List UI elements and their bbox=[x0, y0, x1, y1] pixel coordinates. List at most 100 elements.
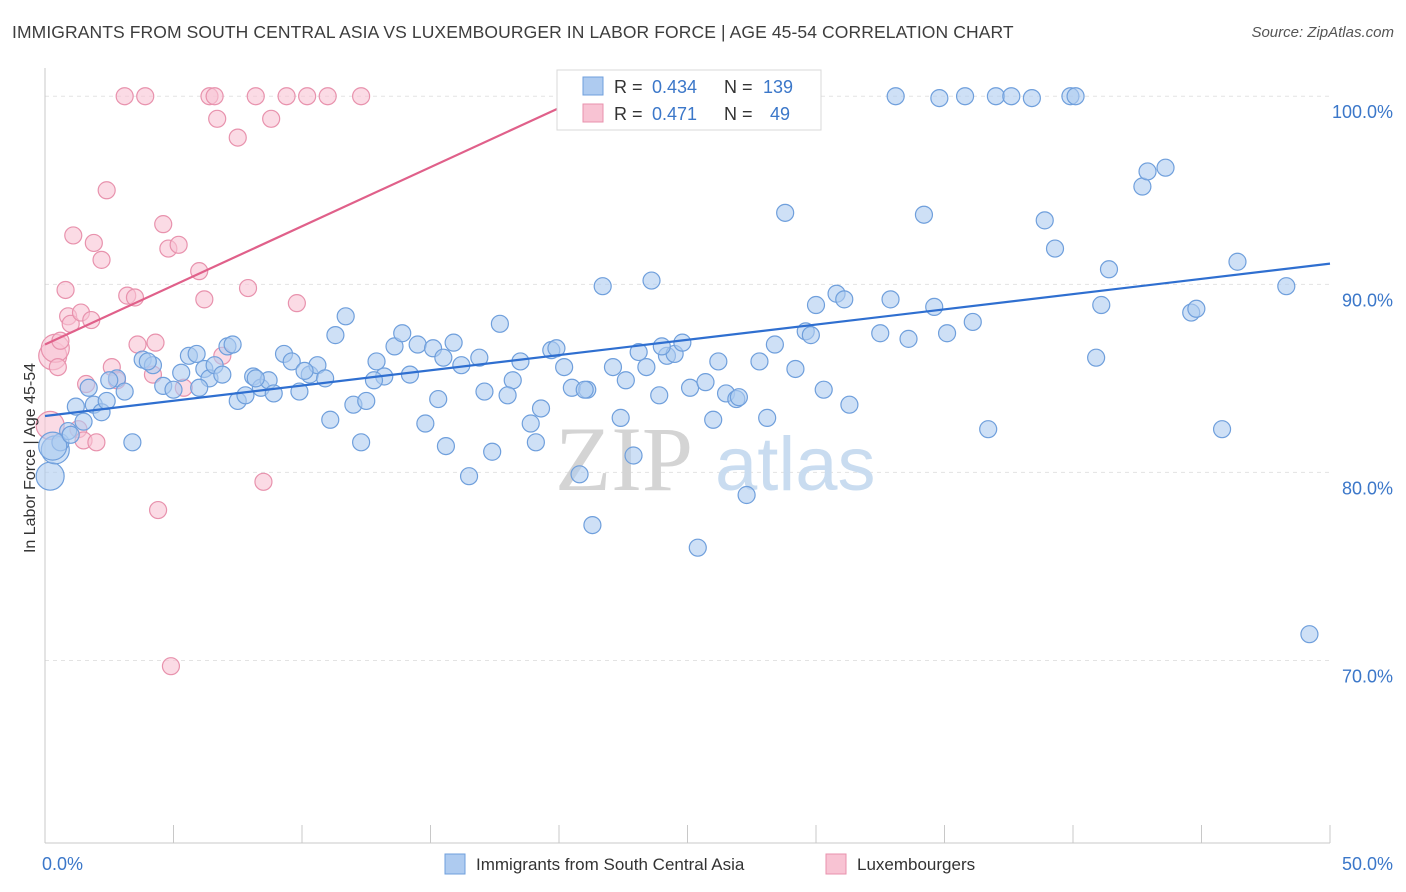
x-tick-label-1: 50.0% bbox=[1342, 854, 1393, 874]
south-central-asia-point-65 bbox=[531, 399, 551, 418]
legend-blue-swatch bbox=[444, 853, 466, 875]
luxembourgers-point-15 bbox=[87, 433, 106, 452]
luxembourgers-point-3 bbox=[48, 357, 67, 377]
south-central-asia-point-123 bbox=[1138, 162, 1157, 181]
south-central-asia-point-59 bbox=[483, 442, 502, 461]
south-central-asia-point-120 bbox=[1092, 295, 1111, 315]
luxembourgers-point-44 bbox=[298, 87, 317, 106]
chart-title: IMMIGRANTS FROM SOUTH CENTRAL ASIA VS LU… bbox=[12, 22, 1014, 42]
south-central-asia-point-49 bbox=[408, 335, 427, 354]
luxembourgers-point-42 bbox=[277, 87, 296, 106]
south-central-asia-point-63 bbox=[521, 414, 540, 433]
south-central-asia-point-115 bbox=[1035, 211, 1054, 230]
south-central-asia-point-147 bbox=[652, 337, 671, 356]
south-central-asia-point-126 bbox=[1187, 299, 1206, 318]
south-central-asia-point-68 bbox=[555, 357, 574, 377]
south-central-asia-point-50 bbox=[416, 414, 435, 433]
y-tick-label-0: 70.0% bbox=[1342, 667, 1393, 687]
luxembourgers-point-33 bbox=[195, 290, 214, 309]
luxembourgers-point-23 bbox=[136, 87, 155, 106]
stats-pink-r-value: 0.471 bbox=[652, 104, 697, 124]
trend-lines bbox=[44, 95, 1331, 418]
stats-pink-swatch bbox=[582, 103, 604, 123]
south-central-asia-point-12 bbox=[123, 433, 142, 452]
legend-blue-label: Immigrants from South Central Asia bbox=[476, 855, 745, 874]
south-central-asia-point-109 bbox=[925, 297, 944, 316]
south-central-asia-point-146 bbox=[575, 380, 594, 399]
luxembourgers-point-39 bbox=[246, 87, 265, 106]
south-central-asia-point-44 bbox=[367, 352, 386, 371]
south-central-asia-point-86 bbox=[688, 538, 707, 557]
south-central-asia-point-118 bbox=[1066, 87, 1085, 106]
south-central-asia-point-139 bbox=[138, 352, 157, 371]
south-central-asia-point-54 bbox=[444, 333, 463, 352]
luxembourgers-point-25 bbox=[146, 333, 165, 352]
south-central-asia-point-137 bbox=[61, 425, 80, 444]
south-central-asia-point-67 bbox=[547, 339, 566, 358]
south-central-asia-point-107 bbox=[899, 329, 918, 348]
south-central-asia-point-43 bbox=[357, 391, 376, 411]
south-central-asia-point-95 bbox=[765, 335, 784, 354]
stats-blue-r-label: R = bbox=[614, 77, 643, 97]
luxembourgers-point-35 bbox=[208, 109, 227, 128]
luxembourgers-point-8 bbox=[64, 226, 83, 245]
south-central-asia-point-52 bbox=[429, 389, 448, 409]
south-central-asia-point-75 bbox=[611, 408, 630, 427]
stats-blue-swatch bbox=[582, 76, 604, 96]
south-central-asia-point-70 bbox=[570, 465, 589, 484]
luxembourgers-point-29 bbox=[161, 657, 181, 676]
luxembourgers-point-45 bbox=[318, 87, 337, 106]
south-central-asia-point-113 bbox=[986, 87, 1006, 106]
south-central-asia-point-134 bbox=[1022, 88, 1041, 108]
south-central-asia-point-94 bbox=[758, 408, 777, 427]
south-central-asia-point-40 bbox=[336, 307, 355, 326]
south-central-asia-point-110 bbox=[937, 324, 957, 343]
y-tick-label-1: 80.0% bbox=[1342, 478, 1393, 498]
source-credit: Source: ZipAtlas.com bbox=[1251, 24, 1394, 41]
south-central-asia-point-133 bbox=[930, 88, 949, 108]
south-central-asia-point-0 bbox=[35, 461, 65, 491]
bottom-legend: Immigrants from South Central Asia Luxem… bbox=[444, 853, 975, 875]
south-central-asia-point-39 bbox=[326, 326, 345, 345]
luxembourgers-point-22 bbox=[128, 335, 147, 354]
south-central-asia-point-27 bbox=[236, 386, 255, 405]
south-central-asia-point-127 bbox=[1212, 420, 1232, 439]
luxembourgers-point-16 bbox=[92, 250, 111, 269]
south-central-asia-point-140 bbox=[190, 378, 209, 397]
south-central-asia-point-101 bbox=[814, 380, 833, 399]
south-central-asia-point-100 bbox=[806, 295, 826, 315]
y-axis-label: In Labor Force | Age 45-54 bbox=[22, 363, 39, 553]
legend-pink-swatch bbox=[825, 853, 847, 875]
south-central-asia-point-74 bbox=[603, 357, 623, 377]
luxembourgers-point-14 bbox=[84, 233, 103, 253]
legend-pink-label: Luxembourgers bbox=[857, 855, 975, 874]
south-central-asia-point-122 bbox=[1133, 177, 1152, 196]
trend-line-luxembourgers bbox=[44, 95, 586, 346]
stats-pink-n-label: N = bbox=[724, 104, 753, 124]
south-central-asia-point-42 bbox=[352, 433, 371, 452]
south-central-asia-point-61 bbox=[503, 371, 522, 390]
south-central-asia-point-17 bbox=[172, 363, 191, 382]
luxembourgers-point-41 bbox=[262, 109, 281, 128]
south-central-asia-point-144 bbox=[434, 348, 453, 367]
south-central-asia-point-48 bbox=[400, 365, 420, 384]
luxembourgers-point-43 bbox=[287, 294, 306, 313]
stats-blue-n-value: 139 bbox=[763, 77, 793, 97]
x-tick-label-0: 0.0% bbox=[42, 854, 83, 874]
luxembourgers-point-46 bbox=[352, 87, 371, 106]
south-central-asia-point-124 bbox=[1156, 158, 1175, 177]
luxembourgers-point-17 bbox=[97, 181, 116, 200]
south-central-asia-point-38 bbox=[321, 410, 340, 429]
stats-legend: R = 0.434 N = 139 R = 0.471 N = 49 bbox=[556, 69, 822, 131]
south-central-asia-point-104 bbox=[840, 395, 859, 414]
south-central-asia-point-132 bbox=[886, 87, 905, 106]
south-central-asia-point-53 bbox=[436, 436, 456, 456]
south-central-asia-point-11 bbox=[115, 382, 134, 401]
south-central-asia-point-92 bbox=[737, 485, 756, 505]
south-central-asia-point-33 bbox=[282, 352, 301, 371]
south-central-asia-point-5 bbox=[74, 412, 93, 431]
luxembourgers-point-19 bbox=[115, 87, 134, 106]
luxembourgers-point-38 bbox=[238, 278, 258, 298]
luxembourgers-point-30 bbox=[169, 235, 188, 254]
